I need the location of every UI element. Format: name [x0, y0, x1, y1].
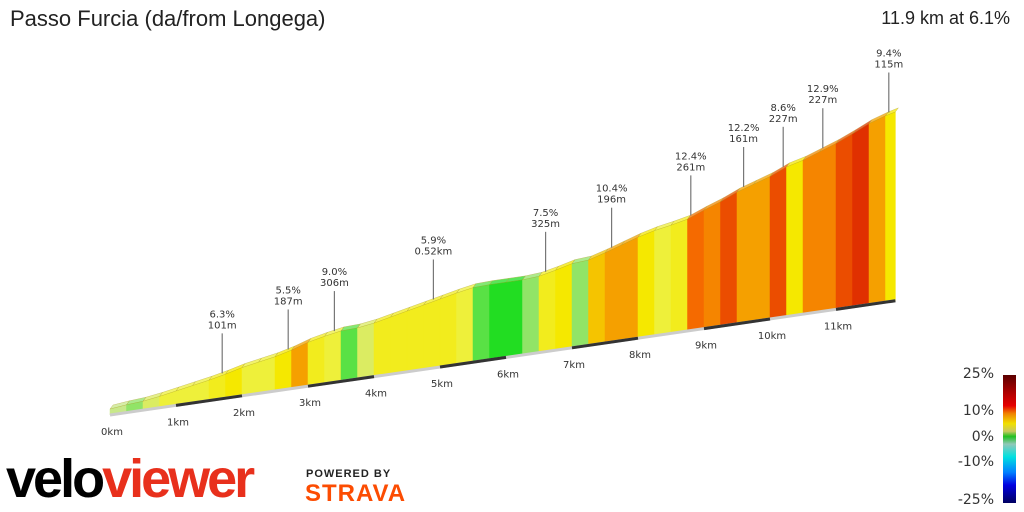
annotation-gradient: 9.0%	[322, 267, 347, 278]
x-tick-label: 5km	[431, 379, 453, 390]
annotation-length: 196m	[597, 195, 626, 206]
gradient-segment	[522, 275, 540, 356]
scale-label: 25%	[962, 366, 994, 382]
gradient-segment	[307, 335, 325, 387]
annotation-gradient: 5.9%	[421, 235, 446, 246]
annotation-gradient: 6.3%	[209, 309, 234, 320]
annotation-length: 101m	[208, 320, 237, 331]
climb-summary: 11.9 km at 6.1%	[881, 8, 1010, 28]
gradient-segment	[885, 111, 896, 303]
annotation-length: 306m	[320, 278, 349, 289]
gradient-segment	[868, 115, 886, 305]
x-tick-label: 3km	[299, 398, 321, 409]
annotation-length: 325m	[531, 219, 560, 230]
gradient-segment	[835, 133, 853, 310]
gradient-segment	[340, 327, 358, 382]
x-tick-label: 9km	[695, 341, 717, 352]
gradient-segment	[670, 218, 688, 334]
gradient-segment	[472, 284, 490, 363]
veloviewer-logo: veloviewer	[6, 449, 255, 509]
annotation-length: 161m	[729, 134, 758, 145]
gradient-segment	[769, 166, 787, 320]
x-tick-label: 1km	[167, 417, 189, 428]
gradient-segment	[703, 201, 721, 329]
gradient-segment	[555, 263, 573, 351]
annotation-gradient: 10.4%	[596, 184, 628, 195]
baseline-km-stripe	[175, 394, 243, 407]
baseline-km-stripe	[703, 317, 771, 331]
annotation-length: 227m	[808, 95, 837, 106]
gradient-segment	[621, 236, 639, 341]
gradient-color-scale	[1003, 375, 1016, 503]
gradient-segment	[654, 224, 672, 337]
scale-label: -10%	[957, 454, 994, 470]
gradient-segment	[588, 252, 606, 346]
gradient-segment	[819, 143, 837, 313]
annotation-gradient: 12.9%	[807, 84, 839, 95]
annotation-length: 115m	[874, 59, 903, 70]
gradient-segment	[423, 298, 441, 370]
baseline-km-stripe	[439, 355, 507, 369]
gradient-segment	[456, 287, 474, 365]
gradient-segment	[291, 341, 309, 389]
gradient-segment	[373, 316, 391, 377]
gradient-segment	[753, 176, 771, 322]
gradient-segment	[439, 292, 457, 368]
scale-label: 0%	[971, 429, 994, 445]
x-tick-label: 4km	[365, 389, 387, 400]
scale-label: -25%	[957, 492, 994, 508]
gradient-segment	[720, 191, 738, 327]
gradient-segment	[802, 151, 820, 315]
gradient-segment	[571, 259, 589, 349]
x-tick-label: 6km	[497, 369, 519, 380]
page-title: Passo Furcia (da/from Longega)	[10, 6, 326, 31]
gradient-segment	[604, 244, 622, 344]
gradient-segment	[538, 269, 556, 353]
gradient-segment	[274, 349, 292, 392]
annotation-length: 0.52km	[414, 246, 452, 257]
x-tick-label: 8km	[629, 350, 651, 361]
strava-logo: STRAVA	[305, 480, 407, 507]
gradient-segment	[786, 159, 804, 317]
gradient-segment	[505, 279, 523, 358]
gradient-segment	[736, 183, 754, 325]
gradient-segment	[357, 322, 375, 380]
powered-by-label: POWERED BY	[306, 468, 392, 480]
gradient-segment	[852, 123, 870, 308]
x-tick-label: 2km	[233, 408, 255, 419]
x-tick-label: 0km	[101, 427, 123, 438]
gradient-segment	[687, 209, 705, 332]
annotation-gradient: 12.2%	[728, 123, 760, 134]
baseline-km-stripe	[571, 336, 639, 350]
annotation-length: 187m	[274, 296, 303, 307]
annotation-gradient: 8.6%	[770, 103, 795, 114]
annotation-gradient: 12.4%	[675, 151, 707, 162]
x-tick-label: 10km	[758, 331, 786, 342]
gradient-segment	[258, 356, 276, 394]
gradient-segment	[241, 361, 259, 397]
gradient-segment	[324, 330, 342, 385]
gradient-segment	[390, 310, 408, 375]
x-tick-label: 11km	[824, 321, 852, 332]
gradient-segment	[489, 281, 507, 361]
gradient-segment	[406, 304, 424, 373]
profile-top-surface	[884, 107, 899, 117]
annotation-gradient: 9.4%	[876, 48, 901, 59]
scale-label: 10%	[962, 403, 994, 419]
baseline-km-stripe	[307, 375, 375, 388]
baseline-km-stripe	[835, 299, 896, 311]
x-tick-label: 7km	[563, 360, 585, 371]
gradient-segment	[637, 230, 655, 339]
annotation-length: 227m	[769, 114, 798, 125]
annotation-length: 261m	[676, 162, 705, 173]
annotation-gradient: 5.5%	[275, 285, 300, 296]
annotation-gradient: 7.5%	[533, 208, 558, 219]
